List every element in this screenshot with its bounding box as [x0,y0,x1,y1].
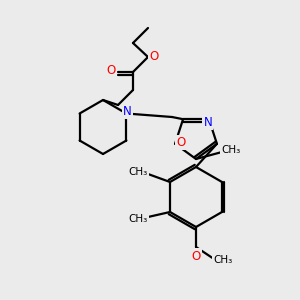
Text: O: O [191,250,201,262]
Text: CH₃: CH₃ [128,167,148,177]
Text: O: O [106,64,116,77]
Text: O: O [149,50,159,62]
Text: N: N [123,105,132,118]
Text: CH₃: CH₃ [128,214,148,224]
Text: CH₃: CH₃ [213,255,232,265]
Text: CH₃: CH₃ [221,145,241,155]
Text: N: N [204,116,212,129]
Text: O: O [176,136,186,149]
